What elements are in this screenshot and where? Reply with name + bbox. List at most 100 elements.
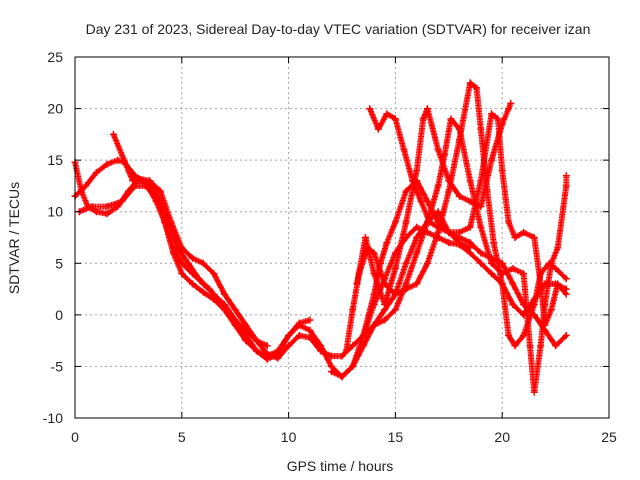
data-point	[391, 306, 399, 314]
data-point	[370, 321, 378, 329]
data-point	[391, 115, 399, 123]
data-point	[274, 347, 282, 355]
data-point	[445, 228, 453, 236]
data-point	[562, 290, 570, 298]
data-point	[498, 166, 506, 174]
data-point	[327, 368, 335, 376]
data-point	[402, 187, 410, 195]
x-tick-label: 5	[178, 429, 186, 445]
data-point	[306, 326, 314, 334]
data-point	[317, 342, 325, 350]
data-point	[413, 280, 421, 288]
data-point	[370, 249, 378, 257]
data-point	[413, 249, 421, 257]
data-point	[253, 337, 261, 345]
data-point	[274, 354, 282, 362]
data-point	[455, 192, 463, 200]
data-point	[562, 182, 570, 190]
data-point	[103, 160, 111, 168]
data-point	[494, 115, 502, 123]
data-point	[383, 110, 391, 118]
data-point	[466, 223, 474, 231]
data-point	[231, 316, 239, 324]
data-point	[473, 84, 481, 92]
data-point	[477, 125, 485, 133]
data-point	[383, 239, 391, 247]
data-point	[109, 130, 117, 138]
data-point	[477, 223, 485, 231]
data-point	[505, 331, 513, 339]
data-point	[349, 342, 357, 350]
data-point	[562, 172, 570, 180]
data-point	[295, 321, 303, 329]
data-point	[423, 197, 431, 205]
y-tick-label: -10	[43, 410, 63, 426]
data-point	[118, 197, 126, 205]
data-point	[327, 352, 335, 360]
data-point	[206, 285, 214, 293]
y-tick-label: 20	[47, 101, 63, 117]
data-point	[306, 334, 314, 342]
data-point	[541, 301, 549, 309]
data-point	[103, 203, 111, 211]
x-tick-label: 15	[388, 429, 404, 445]
data-point	[295, 331, 303, 339]
data-point	[88, 203, 96, 211]
data-point	[400, 146, 408, 154]
data-point	[434, 208, 442, 216]
data-point	[216, 301, 224, 309]
data-point	[199, 259, 207, 267]
data-point	[152, 187, 160, 195]
data-point	[195, 275, 203, 283]
data-point	[242, 326, 250, 334]
data-point	[306, 316, 314, 324]
data-point	[391, 218, 399, 226]
data-point	[413, 166, 421, 174]
data-point	[477, 177, 485, 185]
data-point	[129, 177, 137, 185]
data-point	[374, 125, 382, 133]
data-point	[370, 290, 378, 298]
data-point	[511, 234, 519, 241]
data-point	[509, 301, 517, 309]
data-point	[361, 234, 369, 241]
data-point	[511, 342, 519, 350]
data-point	[455, 239, 463, 247]
data-point	[174, 244, 182, 252]
data-point	[82, 182, 90, 190]
data-point	[423, 218, 431, 226]
data-point	[477, 259, 485, 267]
data-point	[402, 280, 410, 288]
data-point	[423, 105, 431, 113]
data-point	[552, 342, 560, 350]
data-point	[359, 342, 367, 350]
data-point	[505, 218, 513, 226]
data-point	[188, 254, 196, 262]
data-point	[364, 244, 372, 252]
data-point	[355, 270, 363, 278]
y-tick-label: 10	[47, 204, 63, 220]
data-point	[505, 105, 513, 113]
data-point	[188, 280, 196, 288]
data-point	[402, 218, 410, 226]
data-point	[139, 177, 147, 185]
data-point	[498, 270, 506, 278]
data-point	[509, 280, 517, 288]
data-point	[488, 270, 496, 278]
data-point	[103, 210, 111, 218]
plot-frame	[74, 56, 610, 419]
data-point	[488, 110, 496, 118]
data-point	[547, 259, 555, 267]
data-point	[466, 244, 474, 252]
data-point	[221, 290, 229, 298]
data-point	[445, 177, 453, 185]
data-point	[498, 280, 506, 288]
data-point	[445, 239, 453, 247]
data-point	[455, 125, 463, 133]
data-point	[77, 187, 85, 195]
data-point	[366, 105, 374, 113]
y-tick-label: 25	[47, 49, 63, 65]
data-point	[526, 342, 534, 350]
data-point	[210, 270, 218, 278]
